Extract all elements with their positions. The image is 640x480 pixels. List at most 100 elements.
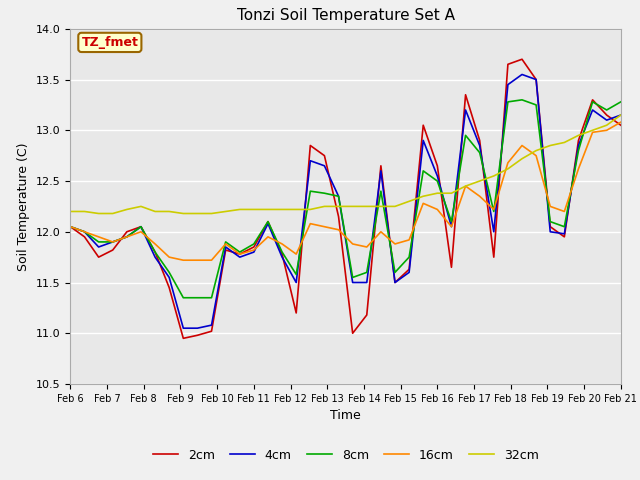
8cm [447, 219, 455, 225]
32cm [532, 148, 540, 154]
32cm [165, 209, 173, 215]
4cm [208, 322, 216, 328]
2cm [137, 224, 145, 229]
2cm [321, 153, 328, 158]
8cm [208, 295, 216, 300]
16cm [391, 241, 399, 247]
32cm [461, 183, 469, 189]
8cm [165, 269, 173, 275]
2cm [67, 224, 74, 229]
4cm [490, 229, 498, 235]
8cm [518, 97, 526, 103]
2cm [377, 163, 385, 168]
2cm [518, 56, 526, 62]
32cm [81, 209, 88, 215]
16cm [179, 257, 187, 263]
4cm [193, 325, 201, 331]
8cm [349, 275, 356, 280]
16cm [532, 153, 540, 158]
8cm [236, 249, 244, 255]
2cm [335, 214, 342, 219]
16cm [547, 204, 554, 209]
4cm [561, 231, 568, 237]
32cm [278, 206, 286, 212]
32cm [292, 206, 300, 212]
2cm [461, 92, 469, 97]
Line: 2cm: 2cm [70, 59, 621, 338]
8cm [589, 99, 596, 105]
4cm [137, 224, 145, 229]
Y-axis label: Soil Temperature (C): Soil Temperature (C) [17, 142, 30, 271]
16cm [208, 257, 216, 263]
32cm [349, 204, 356, 209]
4cm [109, 239, 116, 245]
32cm [589, 127, 596, 133]
4cm [433, 173, 441, 179]
4cm [250, 249, 258, 255]
16cm [307, 221, 314, 227]
4cm [447, 224, 455, 229]
2cm [278, 251, 286, 257]
2cm [476, 138, 483, 144]
2cm [208, 328, 216, 334]
16cm [335, 227, 342, 233]
32cm [250, 206, 258, 212]
2cm [561, 234, 568, 240]
2cm [236, 251, 244, 257]
8cm [222, 239, 230, 245]
32cm [490, 173, 498, 179]
4cm [222, 244, 230, 250]
8cm [575, 148, 582, 154]
32cm [377, 204, 385, 209]
32cm [67, 209, 74, 215]
8cm [476, 150, 483, 156]
32cm [151, 209, 159, 215]
2cm [363, 312, 371, 318]
2cm [151, 249, 159, 255]
16cm [165, 254, 173, 260]
16cm [193, 257, 201, 263]
4cm [165, 275, 173, 280]
16cm [476, 193, 483, 199]
32cm [95, 211, 102, 216]
2cm [419, 122, 427, 128]
2cm [575, 138, 582, 144]
4cm [547, 229, 554, 235]
16cm [151, 241, 159, 247]
4cm [476, 143, 483, 148]
4cm [589, 107, 596, 113]
16cm [518, 143, 526, 148]
4cm [461, 107, 469, 113]
4cm [419, 138, 427, 144]
8cm [193, 295, 201, 300]
2cm [447, 264, 455, 270]
16cm [264, 234, 272, 240]
8cm [490, 209, 498, 215]
16cm [222, 241, 230, 247]
32cm [419, 193, 427, 199]
32cm [617, 112, 625, 118]
2cm [165, 285, 173, 290]
8cm [504, 99, 512, 105]
4cm [307, 158, 314, 164]
4cm [575, 143, 582, 148]
32cm [264, 206, 272, 212]
2cm [81, 234, 88, 240]
2cm [123, 229, 131, 235]
16cm [137, 229, 145, 235]
8cm [617, 99, 625, 105]
4cm [504, 82, 512, 87]
32cm [603, 122, 611, 128]
16cm [363, 244, 371, 250]
16cm [67, 224, 74, 229]
Line: 16cm: 16cm [70, 122, 621, 260]
4cm [67, 224, 74, 229]
16cm [109, 239, 116, 245]
16cm [377, 229, 385, 235]
8cm [307, 188, 314, 194]
4cm [617, 112, 625, 118]
8cm [547, 219, 554, 225]
16cm [95, 234, 102, 240]
4cm [603, 117, 611, 123]
8cm [123, 234, 131, 240]
